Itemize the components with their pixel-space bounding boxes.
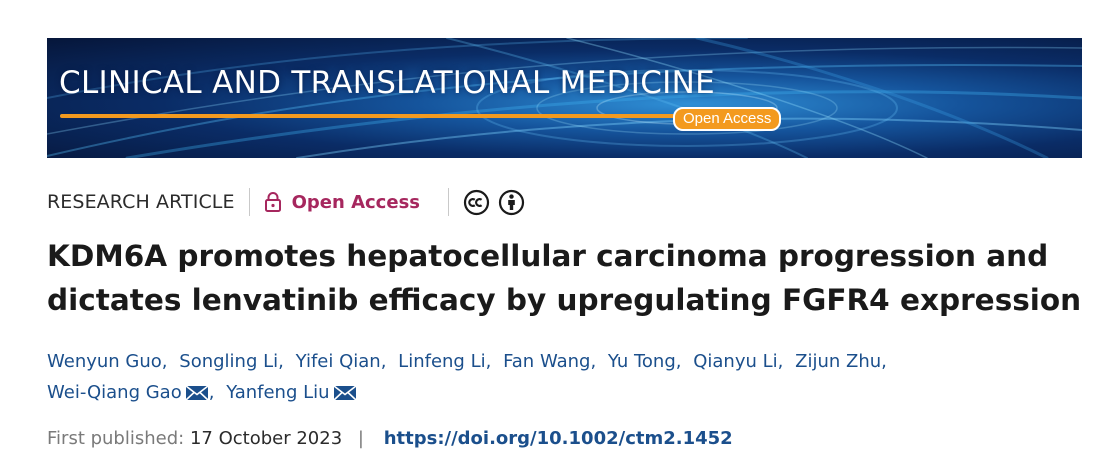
author-separator: , [208, 382, 215, 403]
publication-date: 17 October 2023 [189, 428, 343, 449]
meta-divider [248, 188, 250, 216]
mail-icon[interactable] [332, 385, 357, 401]
publication-info: First published: 17 October 2023 | https… [47, 428, 733, 449]
mail-icon[interactable] [185, 385, 209, 401]
author-separator: , [278, 351, 284, 372]
journal-title: CLINICAL AND TRANSLATIONAL MEDICINE [59, 65, 715, 101]
author-link[interactable]: Qianyu Li [693, 351, 778, 372]
author-link[interactable]: Linfeng Li [398, 351, 486, 372]
banner-accent-rule [60, 114, 720, 118]
author-row-2: Wei-Qiang Gao , Yanfeng Liu [47, 377, 1087, 408]
author-link[interactable]: Yifei Qian [295, 351, 381, 372]
meta-divider-2 [448, 188, 449, 216]
author-separator: , [485, 351, 492, 372]
creative-commons-icon[interactable] [463, 189, 490, 216]
author-link[interactable]: Fan Wang [503, 351, 591, 372]
article-title-line-1: KDM6A promotes hepatocellular carcinoma … [47, 239, 1049, 273]
author-link[interactable]: Wenyun Guo [47, 351, 162, 372]
doi-link[interactable]: https://doi.org/10.1002/ctm2.1452 [383, 428, 733, 449]
open-access-indicator[interactable]: Open Access [264, 191, 420, 213]
author-link[interactable]: Wei-Qiang Gao [47, 382, 182, 403]
author-separator: , [881, 351, 887, 372]
article-title: KDM6A promotes hepatocellular carcinoma … [47, 234, 1097, 322]
author-separator: , [161, 351, 168, 372]
article-meta-line: RESEARCH ARTICLE Open Access [47, 186, 533, 218]
author-link[interactable]: Zijun Zhu [795, 351, 882, 372]
author-link[interactable]: Yu Tong [607, 351, 676, 372]
journal-banner[interactable]: CLINICAL AND TRANSLATIONAL MEDICINE Open… [47, 38, 1082, 158]
attribution-icon[interactable] [498, 189, 525, 216]
article-type-label: RESEARCH ARTICLE [47, 191, 235, 213]
author-separator: , [590, 351, 597, 372]
author-separator: , [675, 351, 682, 372]
author-list: Wenyun Guo, Songling Li, Yifei Qian, Lin… [47, 346, 1087, 408]
author-separator: , [380, 351, 387, 372]
first-published-label: First published: [47, 428, 185, 449]
open-access-badge: Open Access [673, 107, 782, 131]
lock-icon [264, 192, 281, 212]
article-title-line-2: dictates lenvatinib efficacy by upregula… [47, 283, 1082, 317]
author-row-1: Wenyun Guo, Songling Li, Yifei Qian, Lin… [47, 346, 1087, 377]
open-access-label: Open Access [291, 191, 420, 213]
author-separator: , [777, 351, 784, 372]
author-link[interactable]: Songling Li [179, 351, 279, 372]
author-link[interactable]: Yanfeng Liu [226, 382, 330, 403]
license-icons[interactable] [463, 189, 533, 216]
publication-separator: | [357, 428, 364, 449]
